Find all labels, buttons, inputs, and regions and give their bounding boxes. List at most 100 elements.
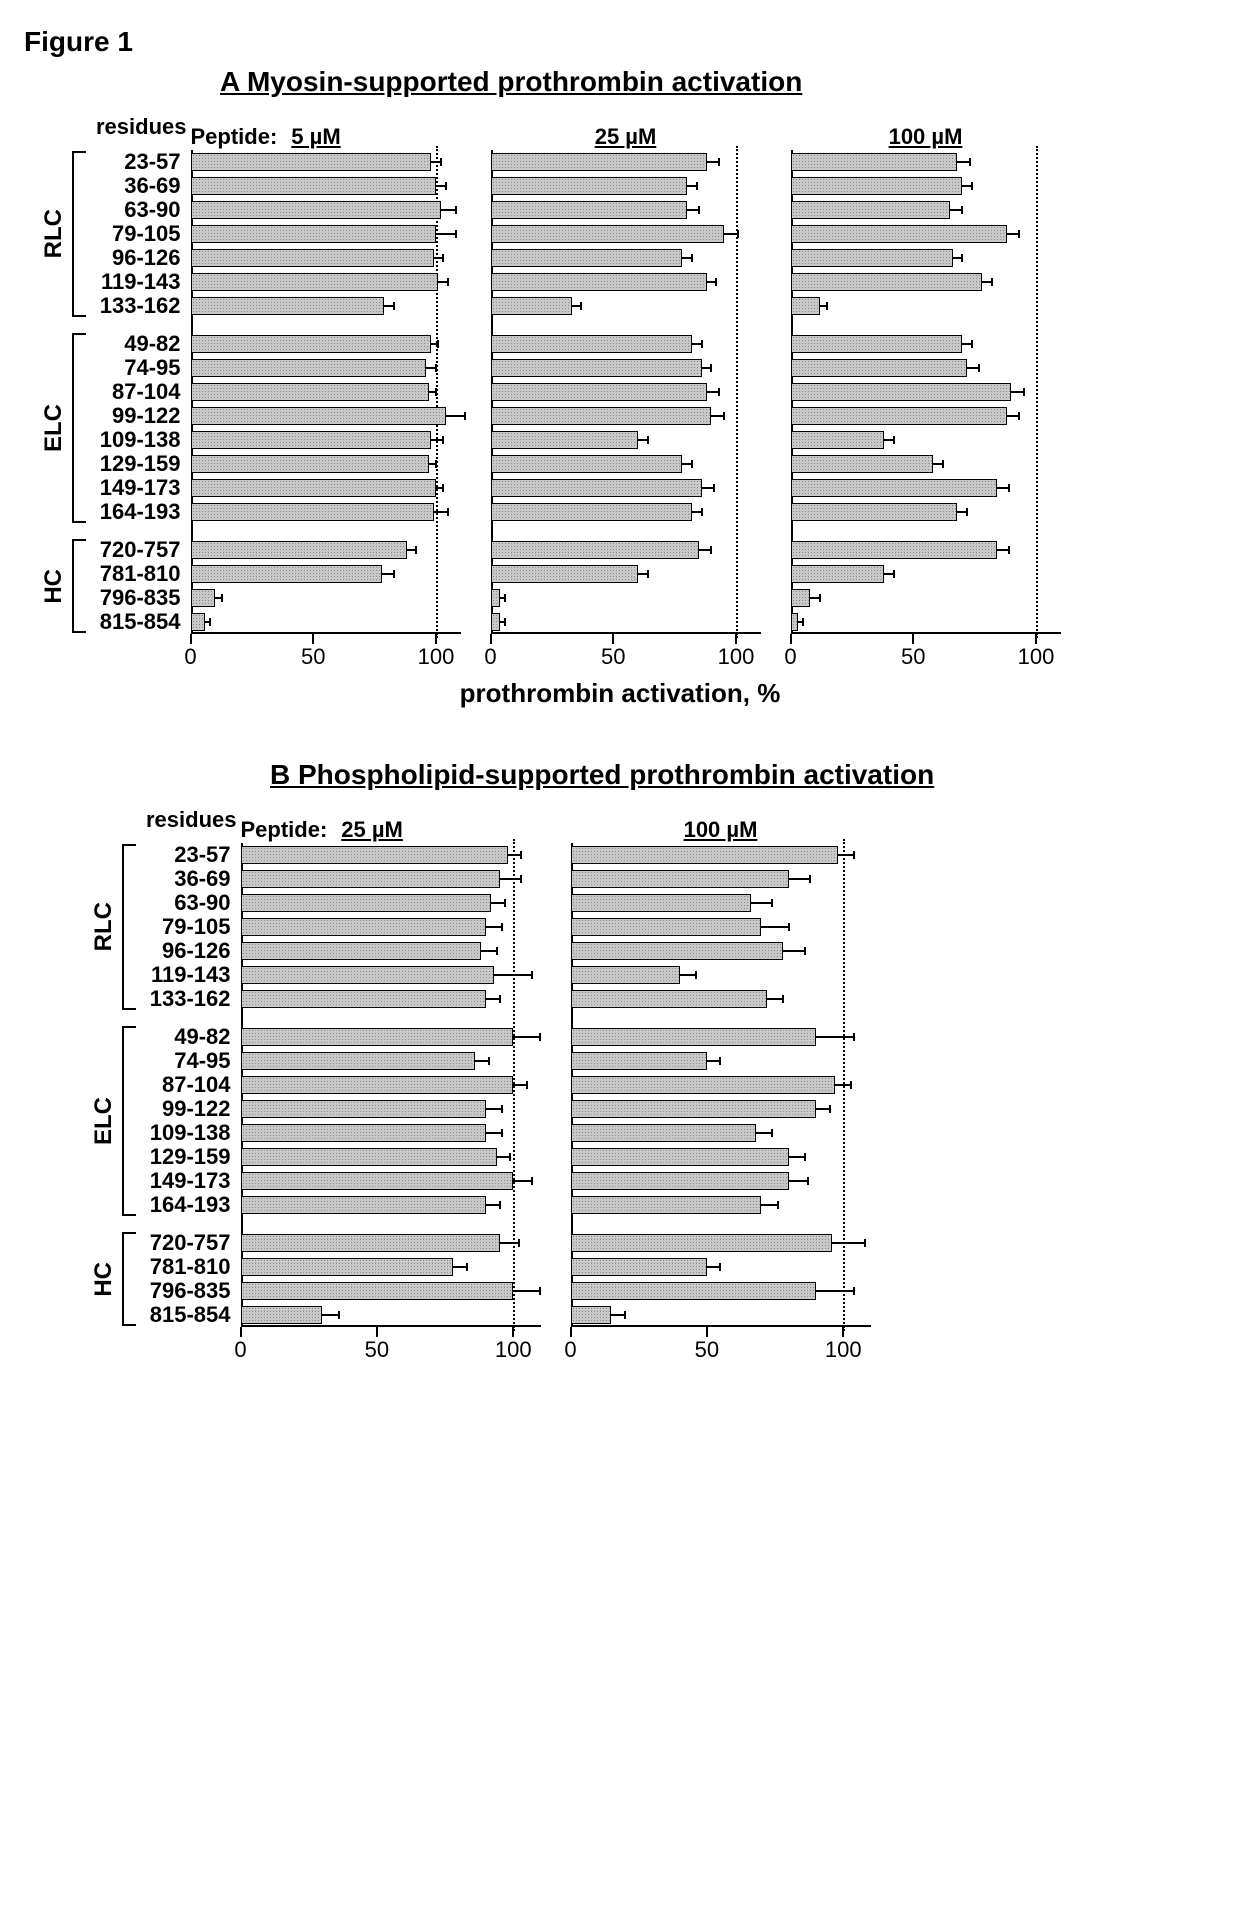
group-bracket [122,1232,136,1326]
error-bar [481,950,497,952]
residue-label: 74-95 [92,356,187,380]
bar [191,177,436,195]
residue-label: 109-138 [142,1121,237,1145]
residue-label: 720-757 [92,538,187,562]
residue-label: 815-854 [92,610,187,634]
bar-chart: 050100 [191,150,461,634]
bar [491,431,638,449]
concentration-label: 100 µM [684,817,758,843]
residue-label: 36-69 [142,867,237,891]
bar [241,1148,497,1166]
error-bar [205,621,210,623]
group-bracket [122,844,136,1010]
error-bar [431,161,441,163]
error-bar [434,511,449,513]
bar [791,541,997,559]
bar [791,565,884,583]
error-bar [682,463,692,465]
bar [191,503,434,521]
bar [241,870,500,888]
bar [571,1234,833,1252]
residue-label: 49-82 [92,332,187,356]
residue-label: 109-138 [92,428,187,452]
bar [241,966,495,984]
error-bar [436,233,456,235]
bar [241,942,481,960]
error-bar [513,1180,532,1182]
error-bar [707,1266,721,1268]
error-bar [997,487,1009,489]
bar-chart: 050100 [571,843,871,1327]
residue-label: 99-122 [142,1097,237,1121]
bar [571,1172,789,1190]
residue-label: 49-82 [142,1025,237,1049]
bar [241,1282,514,1300]
bar [791,201,951,219]
residue-label: 164-193 [142,1193,237,1217]
bar [791,479,997,497]
error-bar [692,343,702,345]
bar [191,541,407,559]
error-bar [816,1036,854,1038]
figure-label: Figure 1 [24,26,1220,58]
xtick-label: 50 [901,644,925,670]
panel-b: B Phospholipid-supported prothrombin act… [20,759,1220,1367]
group-bracket [72,539,86,633]
concentration-label: 25 µM [341,817,403,843]
residue-label: 796-835 [92,586,187,610]
bar [191,359,427,377]
error-bar [486,998,500,1000]
error-bar [707,1060,721,1062]
xtick-label: 100 [495,1337,532,1363]
group-label: HC [40,569,68,604]
bar [791,297,820,315]
error-bar [384,305,394,307]
residue-label: 164-193 [92,500,187,524]
error-bar [820,305,827,307]
error-bar [789,878,811,880]
bar [571,918,762,936]
error-bar [767,998,783,1000]
error-bar [707,391,719,393]
error-bar [572,305,582,307]
bar [241,918,486,936]
residue-label: 63-90 [92,198,187,222]
bar [491,613,501,631]
bar [571,990,767,1008]
bar [491,153,707,171]
bar [241,1234,500,1252]
panel-title: A Myosin-supported prothrombin activatio… [220,66,1220,98]
bar [491,273,707,291]
bar [241,1306,323,1324]
bar [491,589,501,607]
bar [491,455,682,473]
bar [571,942,784,960]
error-bar [751,902,773,904]
xtick-label: 0 [484,644,496,670]
bar [191,589,216,607]
bar [491,225,724,243]
bar [571,1124,756,1142]
error-bar [513,1036,540,1038]
bar [191,613,206,631]
error-bar [789,1180,808,1182]
error-bar [500,1242,519,1244]
error-bar [382,573,394,575]
group-label: HC [90,1262,118,1297]
error-bar [611,1314,625,1316]
bar [241,1258,454,1276]
xtick-label: 0 [564,1337,576,1363]
bar [491,565,638,583]
error-bar [699,549,711,551]
error-bar [500,878,522,880]
error-bar [322,1314,338,1316]
residue-label: 96-126 [142,939,237,963]
error-bar [497,1156,511,1158]
bar [191,297,385,315]
residue-label: 815-854 [142,1303,237,1327]
error-bar [711,415,723,417]
bar [491,177,687,195]
residues-header: residues [92,116,187,150]
error-bar [500,621,505,623]
bar-chart: 050100 [791,150,1061,634]
